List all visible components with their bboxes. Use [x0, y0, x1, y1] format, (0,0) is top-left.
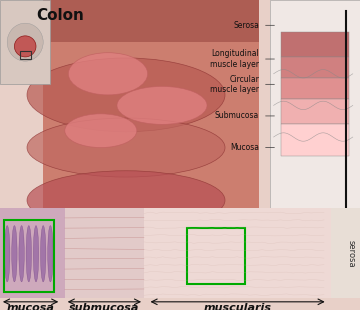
Bar — [281, 124, 349, 156]
Bar — [281, 99, 349, 124]
Ellipse shape — [27, 118, 225, 177]
Ellipse shape — [65, 114, 137, 148]
Text: mucosa: mucosa — [7, 303, 54, 310]
Ellipse shape — [27, 58, 225, 132]
Ellipse shape — [12, 226, 17, 282]
Ellipse shape — [4, 226, 10, 282]
Text: serosa: serosa — [346, 240, 356, 268]
Ellipse shape — [19, 226, 24, 282]
Bar — [0, 208, 65, 298]
Ellipse shape — [33, 226, 39, 282]
Ellipse shape — [117, 86, 207, 124]
Bar — [4, 220, 54, 292]
Bar — [43, 0, 259, 211]
Bar — [281, 32, 349, 57]
Bar — [0, 208, 360, 298]
Bar — [187, 228, 245, 285]
Text: Submucosa: Submucosa — [215, 111, 259, 121]
Text: Serosa: Serosa — [233, 21, 259, 30]
Bar — [281, 57, 349, 78]
Text: Colon: Colon — [36, 8, 84, 24]
Bar — [65, 208, 144, 298]
Ellipse shape — [7, 23, 43, 61]
Bar — [43, 0, 259, 42]
Text: muscularis: muscularis — [204, 303, 271, 310]
Bar — [281, 78, 349, 99]
Bar — [270, 0, 360, 211]
Text: Longitudinal
muscle layer: Longitudinal muscle layer — [210, 49, 259, 69]
Text: Mucosa: Mucosa — [230, 143, 259, 152]
Ellipse shape — [48, 226, 53, 282]
Bar — [20, 51, 31, 59]
Bar — [144, 208, 331, 298]
Bar — [0, 0, 50, 84]
Text: submucosa: submucosa — [69, 303, 140, 310]
Ellipse shape — [14, 36, 36, 57]
Ellipse shape — [68, 53, 148, 95]
Ellipse shape — [27, 171, 225, 230]
Ellipse shape — [26, 226, 32, 282]
Text: Circular
muscle layer: Circular muscle layer — [210, 75, 259, 94]
Bar — [331, 208, 360, 298]
Ellipse shape — [40, 226, 46, 282]
